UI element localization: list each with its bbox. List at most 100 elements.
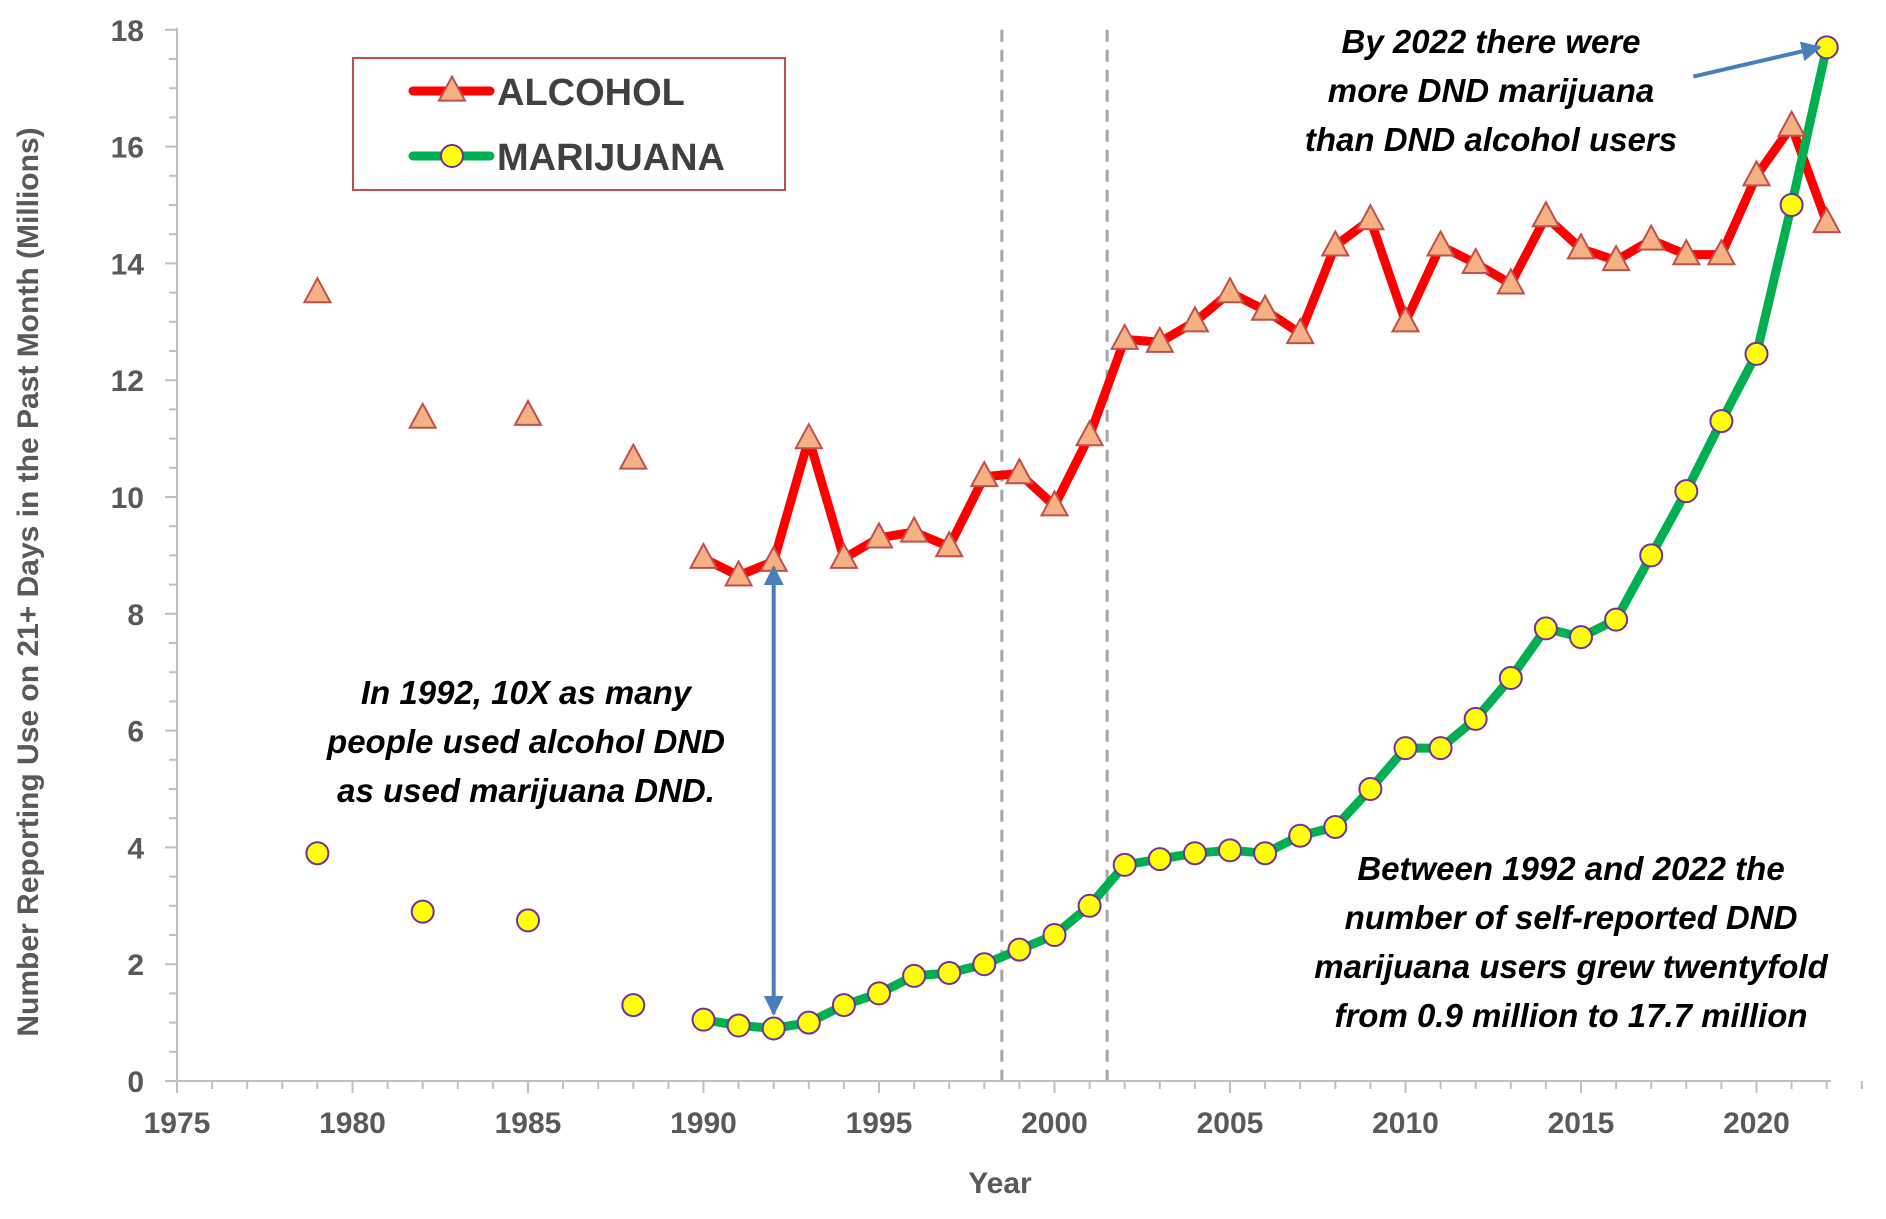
alcohol-point: [408, 401, 438, 429]
alcohol-point: [1320, 229, 1350, 257]
marijuana-point: [937, 960, 962, 985]
marijuana-point: [1218, 838, 1242, 863]
annotation-line: than DND alcohol users: [1305, 121, 1677, 158]
marijuana-point: [1744, 341, 1769, 366]
alcohol-point: [1812, 206, 1842, 234]
alcohol-point: [723, 559, 754, 587]
marijuana-point: [1147, 847, 1172, 872]
x-tick-label: 1975: [144, 1107, 211, 1140]
annotation-line: In 1992, 10X as many: [361, 674, 693, 711]
marijuana-point: [1182, 841, 1207, 866]
x-axis-title: Year: [968, 1167, 1032, 1200]
marijuana-point: [1498, 666, 1523, 691]
y-tick-label: 4: [127, 832, 144, 865]
y-tick-label: 2: [127, 949, 144, 982]
marijuana-point: [1288, 823, 1313, 848]
annotation-1992: In 1992, 10X as many people used alcohol …: [326, 674, 725, 809]
alcohol-point: [1039, 489, 1070, 517]
alcohol-point: [1390, 305, 1421, 333]
alcohol-point: [864, 521, 894, 549]
marijuana-point: [761, 1016, 786, 1041]
marijuana-point: [1007, 937, 1032, 962]
marijuana-point: [1604, 607, 1629, 632]
alcohol-point: [1425, 229, 1456, 257]
alcohol-point: [1461, 246, 1491, 274]
annotation-line: By 2022 there were: [1341, 23, 1640, 60]
annotation-growth: Between 1992 and 2022 the number of self-…: [1314, 850, 1828, 1034]
alcohol-point: [1215, 276, 1245, 304]
x-tick-label: 2020: [1723, 1107, 1790, 1140]
annotation-line: more DND marijuana: [1328, 72, 1654, 109]
marijuana-point: [831, 993, 856, 1018]
alcohol-point: [688, 541, 719, 569]
y-tick-label: 0: [127, 1066, 144, 1099]
alcohol-point: [513, 398, 543, 426]
y-tick-label: 12: [111, 365, 144, 398]
x-tick-label: 2000: [1021, 1107, 1088, 1140]
x-tick-label: 2010: [1372, 1107, 1439, 1140]
marijuana-point: [1779, 193, 1804, 217]
marijuana-point: [1253, 841, 1278, 866]
alcohol-point: [1776, 109, 1807, 137]
annotation-line: marijuana users grew twentyfold: [1314, 948, 1828, 985]
annotation-line: as used marijuana DND.: [337, 772, 715, 809]
marijuana-point: [1674, 479, 1699, 504]
marijuana-point: [1569, 625, 1593, 650]
y-tick-label: 18: [111, 15, 144, 48]
alcohol-point: [1496, 267, 1526, 295]
annotation-arrow-2: [1692, 41, 1822, 79]
marijuana-point: [1428, 736, 1453, 761]
marijuana-point: [972, 952, 997, 977]
y-tick-label: 6: [127, 716, 144, 749]
x-tick-label: 1980: [319, 1107, 386, 1140]
annotation-line: Between 1992 and 2022 the: [1357, 850, 1784, 887]
marijuana-point: [516, 908, 540, 933]
legend-label-marijuana: MARIJUANA: [497, 137, 725, 179]
marijuana-point: [1639, 543, 1664, 568]
marijuana-point: [867, 981, 891, 1006]
alcohol-point: [1566, 232, 1596, 260]
alcohol-point: [1145, 325, 1175, 353]
alcohol-point: [302, 276, 333, 304]
alcohol-point: [1671, 238, 1701, 266]
marijuana-point: [1112, 852, 1137, 877]
alcohol-point: [794, 422, 824, 450]
marijuana-point: [305, 841, 330, 866]
alcohol-point: [1601, 243, 1631, 272]
marijuana-point: [726, 1013, 751, 1038]
alcohol-point: [1110, 322, 1140, 350]
x-tick-label: 2005: [1197, 1107, 1264, 1140]
marijuana-point: [410, 899, 435, 924]
marijuana-point: [1463, 706, 1488, 731]
legend-marker-marijuana: [440, 144, 464, 168]
annotation-line: number of self-reported DND: [1345, 899, 1798, 936]
alcohol-point: [1074, 419, 1105, 447]
alcohol-point: [1706, 238, 1737, 266]
alcohol-point: [1250, 293, 1280, 321]
x-tick-label: 1985: [495, 1107, 562, 1140]
y-tick-label: 8: [127, 599, 144, 632]
marijuana-point: [902, 963, 927, 988]
x-tick-label: 1990: [670, 1107, 737, 1140]
alcohol-point: [1004, 457, 1035, 485]
marijuana-point: [1042, 923, 1067, 947]
x-tick-label: 2015: [1548, 1107, 1615, 1140]
alcohol-point: [1285, 316, 1315, 345]
legend-marker-alcohol: [437, 74, 467, 102]
marijuana-point: [621, 993, 646, 1018]
marijuana-point: [691, 1007, 716, 1032]
y-axis-title: Number Reporting Use on 21+ Days in the …: [12, 127, 45, 1036]
y-tick-label: 16: [111, 132, 144, 165]
annotation-line: from 0.9 million to 17.7 million: [1334, 997, 1807, 1034]
alcohol-point: [969, 460, 999, 488]
alcohol-point: [1531, 200, 1561, 228]
alcohol-point: [829, 541, 859, 569]
legend-label-alcohol: ALCOHOL: [497, 72, 685, 114]
legend-box: [352, 57, 786, 191]
alcohol-point: [1636, 223, 1666, 251]
annotation-2022: By 2022 there were more DND marijuana than…: [1305, 23, 1677, 158]
marijuana-point: [1533, 616, 1558, 641]
marijuana-point: [1077, 893, 1102, 918]
